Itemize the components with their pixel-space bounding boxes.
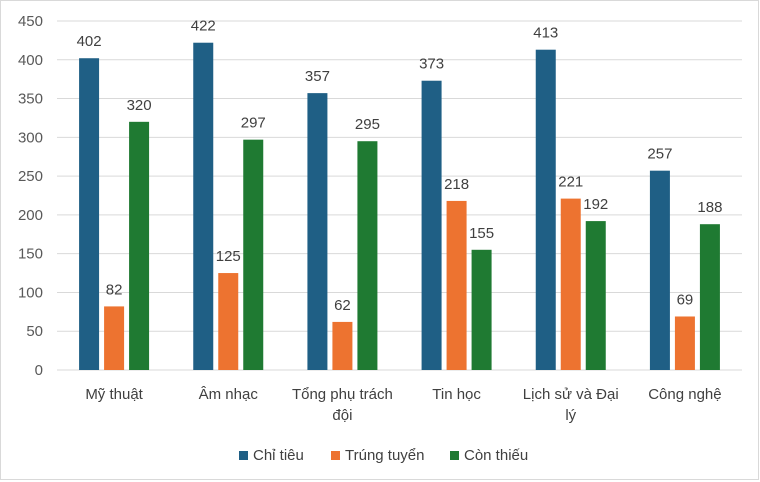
y-tick-label: 150 <box>18 246 43 263</box>
x-category-label-line: Mỹ thuật <box>85 386 143 403</box>
legend-label: Chỉ tiêu <box>253 447 304 464</box>
y-tick-label: 300 <box>18 129 43 146</box>
x-category-label: Âm nhạc <box>199 386 259 403</box>
bar <box>243 139 264 370</box>
data-label: 357 <box>305 68 330 85</box>
y-tick-label: 50 <box>26 323 43 340</box>
bar <box>104 306 125 370</box>
data-label: 320 <box>127 97 152 114</box>
data-label: 402 <box>77 33 102 50</box>
bar <box>332 321 353 370</box>
x-category-label: Mỹ thuật <box>85 386 143 403</box>
bar <box>357 141 378 370</box>
y-tick-label: 400 <box>18 52 43 69</box>
x-category-label: Lịch sử và Đại lý <box>523 386 619 424</box>
data-label: 218 <box>444 176 469 193</box>
bar <box>193 42 214 371</box>
gridlines <box>57 20 742 371</box>
y-tick-label: 0 <box>35 362 43 379</box>
data-label: 192 <box>583 196 608 213</box>
bar <box>649 170 670 370</box>
bar <box>79 58 100 371</box>
data-label: 373 <box>419 56 444 73</box>
x-category-label: Tổng phụ trách đội <box>292 386 393 424</box>
bar <box>471 249 492 370</box>
data-label: 69 <box>677 291 694 308</box>
legend-swatch <box>331 451 340 460</box>
data-label: 221 <box>558 174 583 191</box>
legend-label: Còn thiếu <box>464 447 528 464</box>
bar <box>421 80 442 371</box>
x-category-label-line: Công nghệ <box>648 386 721 403</box>
data-label: 125 <box>216 248 241 265</box>
legend: Chỉ tiêu Trúng tuyển Còn thiếu <box>239 447 528 464</box>
y-axis-ticks: 0 50 100 150 200 250 300 350 400 450 <box>18 13 43 379</box>
data-labels: 402 82 320 422 125 297 357 62 295 373 218 155 413 221… <box>77 18 723 314</box>
x-category-label-line: Âm nhạc <box>199 386 259 403</box>
x-category-label-line: Lịch sử và Đại <box>523 386 619 403</box>
data-label: 422 <box>191 18 216 35</box>
bar <box>699 224 720 370</box>
y-tick-label: 350 <box>18 91 43 108</box>
y-tick-label: 200 <box>18 207 43 224</box>
bar <box>585 221 606 370</box>
bar <box>535 49 556 370</box>
bar <box>218 273 239 370</box>
bars <box>79 42 720 371</box>
x-axis-categories: Mỹ thuật Âm nhạc Tổng phụ trách đội Tin học L… <box>85 386 721 424</box>
x-category-label: Công nghệ <box>648 386 721 403</box>
bar <box>129 121 150 370</box>
data-label: 295 <box>355 116 380 133</box>
bar <box>307 93 328 371</box>
data-label: 257 <box>647 146 672 163</box>
x-category-label: Tin học <box>432 386 481 403</box>
x-category-label-line: Tin học <box>432 386 481 403</box>
data-label: 155 <box>469 225 494 242</box>
data-label: 62 <box>334 297 351 314</box>
y-tick-label: 100 <box>18 284 43 301</box>
x-category-label-line: lý <box>565 407 576 424</box>
legend-swatch <box>239 451 248 460</box>
data-label: 188 <box>697 199 722 216</box>
data-label: 297 <box>241 115 266 132</box>
data-label: 413 <box>533 25 558 42</box>
legend-swatch <box>450 451 459 460</box>
x-category-label-line: đội <box>332 407 352 424</box>
bar <box>560 198 581 370</box>
y-tick-label: 450 <box>18 13 43 30</box>
data-label: 82 <box>106 281 123 298</box>
bar <box>674 316 695 370</box>
legend-label: Trúng tuyển <box>345 447 425 464</box>
bar <box>446 200 467 370</box>
x-category-label-line: Tổng phụ trách <box>292 386 393 403</box>
y-tick-label: 250 <box>18 168 43 185</box>
